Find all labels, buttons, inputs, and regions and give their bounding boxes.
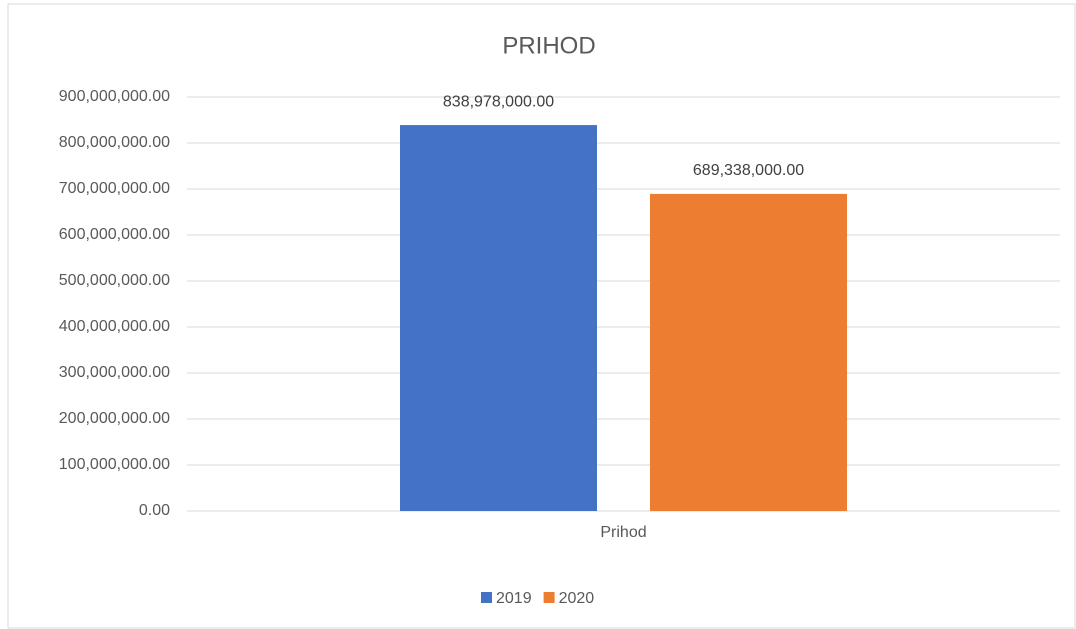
- data-label: 689,338,000.00: [693, 162, 804, 179]
- legend-label: 2019: [496, 590, 532, 607]
- y-tick-label: 400,000,000.00: [59, 318, 170, 335]
- y-tick-label: 200,000,000.00: [59, 410, 170, 427]
- legend-label: 2020: [559, 590, 595, 607]
- bar: [650, 193, 847, 511]
- y-tick-label: 500,000,000.00: [59, 272, 170, 289]
- y-tick-label: 800,000,000.00: [59, 134, 170, 151]
- x-tick-label: Prihod: [600, 524, 646, 541]
- legend-swatch: [543, 592, 555, 603]
- y-tick-label: 100,000,000.00: [59, 456, 170, 473]
- data-label: 838,978,000.00: [443, 93, 554, 110]
- y-tick-label: 900,000,000.00: [59, 88, 170, 105]
- y-tick-label: 600,000,000.00: [59, 226, 170, 243]
- y-tick-label: 300,000,000.00: [59, 364, 170, 381]
- chart-title: PRIHOD: [502, 32, 595, 59]
- legend-swatch: [481, 592, 492, 603]
- bar: [400, 125, 597, 511]
- y-tick-label: 0.00: [139, 502, 170, 519]
- y-tick-label: 700,000,000.00: [59, 180, 170, 197]
